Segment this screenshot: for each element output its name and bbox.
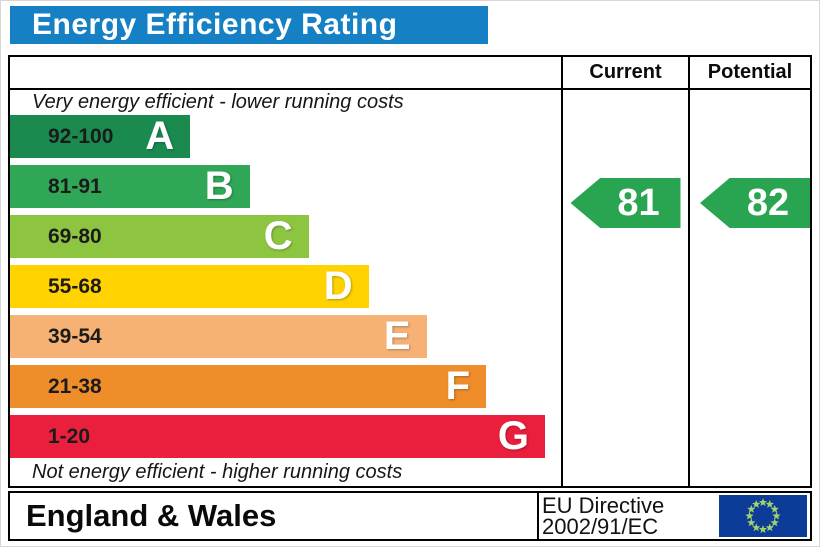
band-range: 21-38 (48, 374, 102, 398)
eu-flag-stars (745, 498, 781, 534)
potential-column-header: Potential (690, 57, 810, 90)
band-row-f: 21-38 F (10, 364, 487, 408)
chart-header-empty-cell (10, 57, 561, 90)
band-letter: G (497, 414, 530, 458)
current-column: Current 81 (561, 57, 688, 486)
band-letter: E (383, 314, 411, 358)
eu-directive-text: EU Directive 2002/91/EC (542, 493, 665, 539)
eu-flag-icon (719, 495, 807, 537)
band-row-c: 69-80 C (10, 215, 309, 258)
band-letter: D (323, 264, 353, 308)
band-letter: F (445, 364, 471, 408)
bottom-note: Not energy efficient - higher running co… (32, 460, 403, 483)
rating-chart-column: Very energy efficient - lower running co… (10, 57, 561, 486)
potential-rating-arrow-icon: 82 (700, 178, 810, 228)
current-rating-value: 81 (617, 181, 660, 224)
band-letter: B (204, 164, 234, 208)
band-row-g: 1-20 G (10, 414, 546, 458)
region-label: England & Wales (26, 498, 277, 533)
band-range: 39-54 (48, 324, 102, 348)
current-column-header: Current (563, 57, 688, 90)
page-title: Energy Efficiency Rating (32, 8, 398, 41)
potential-column: Potential 82 (688, 57, 810, 486)
band-range: 81-91 (48, 174, 102, 198)
band-range: 55-68 (48, 274, 102, 298)
potential-rating-value: 82 (746, 181, 790, 224)
footer: England & Wales EU Directive 2002/91/EC (8, 491, 812, 541)
top-note: Very energy efficient - lower running co… (32, 91, 404, 113)
current-value-cell: 81 (563, 90, 688, 486)
band-range: 92-100 (48, 124, 114, 148)
current-rating-arrow-icon: 81 (570, 178, 681, 228)
band-row-d: 55-68 D (10, 265, 369, 308)
band-letter: C (263, 214, 293, 258)
band-row-a: 92-100 A (10, 114, 191, 158)
band-letter: A (145, 114, 175, 158)
eu-directive-line2: 2002/91/EC (542, 514, 659, 539)
band-row-b: 81-91 B (10, 165, 250, 208)
rating-table: Very energy efficient - lower running co… (8, 55, 812, 488)
title-bar: Energy Efficiency Rating (10, 6, 488, 44)
band-row-e: 39-54 E (10, 315, 427, 358)
eu-directive-cell: EU Directive 2002/91/EC (537, 493, 810, 539)
potential-value-cell: 82 (690, 90, 810, 486)
band-range: 1-20 (48, 424, 91, 448)
rating-bands: 92-100 A 81-91 B 69-80 C 55-68 D 39-54 (10, 115, 561, 458)
eu-directive-line1: EU Directive (542, 493, 665, 518)
band-range: 69-80 (48, 224, 102, 248)
